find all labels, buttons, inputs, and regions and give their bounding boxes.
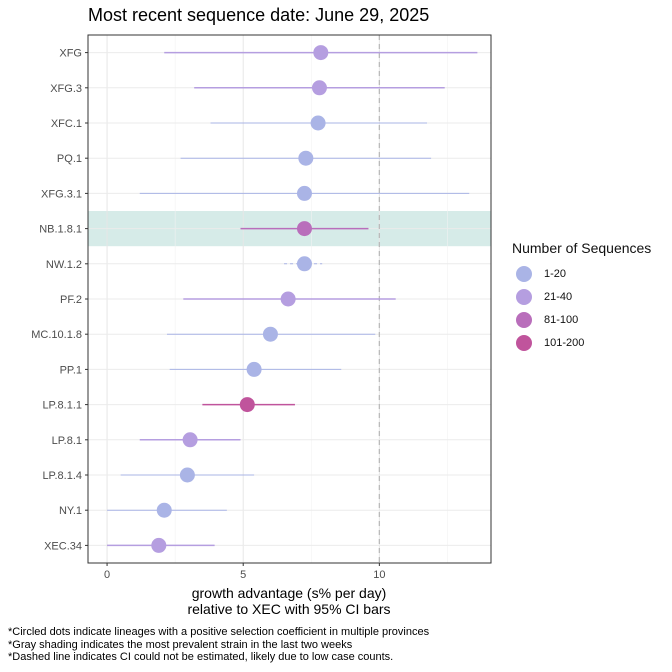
legend-label: 81-100 bbox=[544, 313, 579, 326]
data-point bbox=[296, 185, 312, 201]
data-point bbox=[182, 432, 198, 448]
data-point bbox=[311, 80, 327, 96]
y-tick-label: LP.8.1.1 bbox=[42, 400, 82, 412]
data-point bbox=[239, 397, 255, 413]
legend-swatch bbox=[516, 265, 532, 282]
data-point bbox=[151, 537, 167, 553]
footnote: *Gray shading indicates the most prevale… bbox=[8, 638, 353, 651]
footnote: *Dashed line indicates CI could not be e… bbox=[8, 651, 394, 663]
y-tick-label: MC.10.1.8 bbox=[31, 329, 82, 341]
data-point bbox=[156, 502, 172, 518]
y-tick-label: XFG.3.1 bbox=[41, 188, 82, 200]
y-tick-label: PP.1 bbox=[60, 364, 82, 376]
legend-item: 81-100 bbox=[512, 308, 651, 331]
y-tick-label: NY.1 bbox=[59, 505, 82, 517]
legend-item: 1-20 bbox=[512, 262, 651, 285]
data-point bbox=[280, 291, 296, 307]
legend-label: 21-40 bbox=[544, 290, 573, 303]
footnote: *Circled dots indicate lineages with a p… bbox=[8, 626, 430, 638]
legend-swatch bbox=[516, 334, 532, 351]
legend-label: 1-20 bbox=[544, 267, 567, 280]
y-tick-label: NW.1.2 bbox=[46, 259, 82, 271]
data-point bbox=[313, 45, 329, 61]
y-tick-label: PF.2 bbox=[60, 294, 82, 306]
data-point bbox=[296, 221, 312, 237]
y-tick-label: LP.8.1 bbox=[52, 435, 82, 447]
data-point bbox=[262, 326, 278, 342]
y-tick-label: NB.1.8.1 bbox=[39, 224, 82, 236]
x-tick-label: 0 bbox=[104, 569, 110, 581]
legend-label: 101-200 bbox=[544, 336, 585, 349]
legend-item: 21-40 bbox=[512, 285, 651, 308]
legend-swatch bbox=[516, 288, 532, 305]
legend: Number of Sequences 1-20 21-40 81-100 10… bbox=[512, 240, 651, 354]
x-tick-label: 5 bbox=[240, 569, 246, 581]
data-point bbox=[298, 150, 314, 166]
y-tick-label: XEC.34 bbox=[44, 540, 82, 552]
y-tick-label: LP.8.1.4 bbox=[42, 470, 82, 482]
data-point bbox=[310, 115, 326, 131]
data-point bbox=[179, 467, 195, 483]
x-axis-label-line1: growth advantage (s% per day) bbox=[192, 585, 387, 601]
plot-area: XFG XFG.3 XFC.1 PQ.1 XFG.3.1 NB.1.8.1 NW.1.2 PF… bbox=[31, 34, 492, 581]
y-tick-label: PQ.1 bbox=[57, 153, 82, 165]
legend-title: Number of Sequences bbox=[512, 240, 652, 256]
y-tick-label: XFC.1 bbox=[51, 118, 82, 130]
data-point bbox=[296, 256, 312, 272]
legend-swatch bbox=[516, 311, 532, 328]
x-tick-label: 10 bbox=[373, 569, 385, 581]
y-tick-label: XFG.3 bbox=[50, 83, 82, 95]
x-axis-label-line2: relative to XEC with 95% CI bars bbox=[187, 601, 390, 617]
chart-title: Most recent sequence date: June 29, 2025 bbox=[88, 5, 429, 25]
y-tick-label: XFG bbox=[59, 48, 82, 60]
footnotes: *Circled dots indicate lineages with a p… bbox=[8, 626, 429, 664]
legend-item: 101-200 bbox=[512, 331, 651, 354]
data-point bbox=[246, 361, 262, 377]
